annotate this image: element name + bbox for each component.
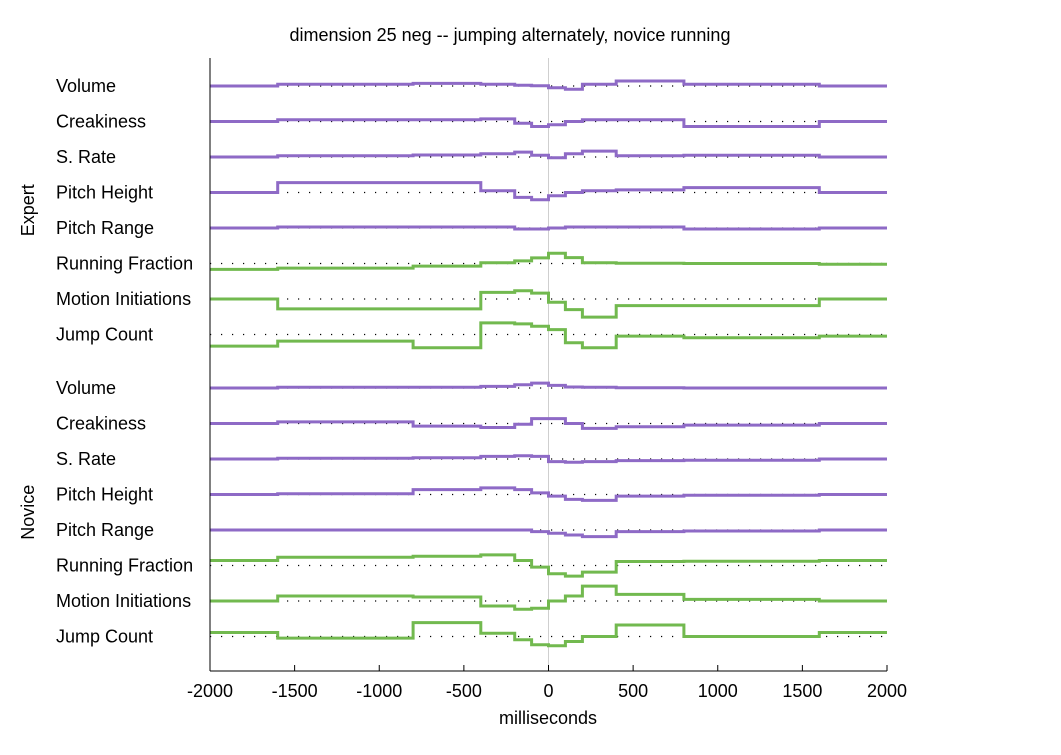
track-label-novice-pitch-height: Pitch Height: [56, 485, 153, 505]
plot-area: [210, 58, 887, 671]
series-expert-s-rate: [210, 149, 887, 160]
track-label-novice-s-rate: S. Rate: [56, 449, 116, 469]
x-tick-label: -1500: [272, 681, 318, 701]
series-novice-pitch-range: [210, 528, 887, 539]
chart-title: dimension 25 neg -- jumping alternately,…: [290, 25, 731, 45]
x-axis: -2000 -1500 -1000 -500 0 500 1000 1500 2000: [187, 58, 907, 701]
track-label-expert-pitch-range: Pitch Range: [56, 218, 154, 238]
track-label-expert-jump-count: Jump Count: [56, 325, 153, 345]
track-labels: Volume Creakiness S. Rate Pitch Height Pitch…: [56, 76, 193, 647]
x-tick-label: 1500: [782, 681, 822, 701]
series-novice-running-fraction: [210, 553, 887, 578]
track-label-novice-motion-initiations: Motion Initiations: [56, 591, 191, 611]
x-tick-label: -2000: [187, 681, 233, 701]
track-label-novice-jump-count: Jump Count: [56, 627, 153, 647]
series-novice-creakiness: [210, 417, 887, 430]
track-label-expert-motion-initiations: Motion Initiations: [56, 289, 191, 309]
x-tick-label: -500: [446, 681, 482, 701]
track-label-expert-s-rate: S. Rate: [56, 147, 116, 167]
x-tick-label: 2000: [867, 681, 907, 701]
series-expert-pitch-height: [210, 181, 887, 202]
series-expert-volume: [210, 79, 887, 91]
series-expert-creakiness: [210, 117, 887, 128]
track-label-expert-running-fraction: Running Fraction: [56, 254, 193, 274]
series-expert-motion-initiations: [210, 289, 887, 319]
series-expert-jump-count: [210, 321, 887, 350]
track-label-novice-running-fraction: Running Fraction: [56, 556, 193, 576]
series-novice-pitch-height: [210, 486, 887, 502]
track-label-expert-volume: Volume: [56, 76, 116, 96]
series-novice-motion-initiations: [210, 584, 887, 611]
x-tick-label: -1000: [356, 681, 402, 701]
track-label-expert-pitch-height: Pitch Height: [56, 183, 153, 203]
series-novice-s-rate: [210, 454, 887, 464]
series-novice-jump-count: [210, 621, 887, 648]
group-label-expert: Expert: [18, 184, 38, 236]
track-label-expert-creakiness: Creakiness: [56, 112, 146, 132]
group-label-novice: Novice: [18, 485, 38, 540]
track-label-novice-creakiness: Creakiness: [56, 414, 146, 434]
series-novice-volume: [210, 381, 887, 390]
series-expert-pitch-range: [210, 225, 887, 231]
group-labels: Expert Novice: [18, 184, 38, 540]
x-tick-label: 1000: [698, 681, 738, 701]
track-label-novice-pitch-range: Pitch Range: [56, 520, 154, 540]
x-tick-label: 0: [543, 681, 553, 701]
series-expert-running-fraction: [210, 251, 887, 271]
x-tick-label: 500: [618, 681, 648, 701]
track-label-novice-volume: Volume: [56, 378, 116, 398]
x-axis-label: milliseconds: [499, 708, 597, 728]
